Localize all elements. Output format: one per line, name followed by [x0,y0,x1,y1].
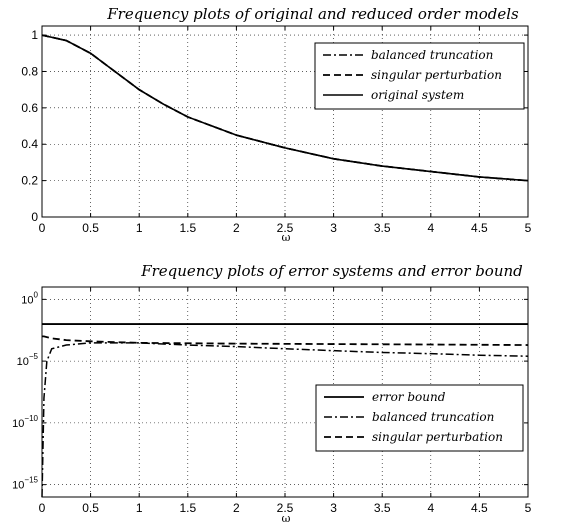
y-tick-label: 0 [31,210,38,224]
x-tick-label: 4.5 [471,501,488,515]
x-tick-label: 2 [233,221,240,235]
chart-top-legend: balanced truncation singular perturbation… [314,42,525,110]
chart-bottom-series [41,323,529,498]
x-tick-label: 1.5 [179,221,196,235]
x-tick-label: 5 [525,221,532,235]
chart-top: Frequency plots of original and reduced … [21,5,531,244]
x-tick-label: 5 [525,501,532,515]
chart-bottom: Frequency plots of error systems and err… [12,262,531,525]
x-tick-label: 1.5 [179,501,196,515]
x-tick-label: 2.5 [277,221,294,235]
legend-label: singular perturbation [372,430,503,444]
x-tick-label: 0.5 [82,501,99,515]
legend-label: balanced truncation [371,48,493,62]
legend-box [315,384,524,452]
legend-label: error bound [372,390,446,404]
x-tick-label: 4.5 [471,221,488,235]
series-line-balanced-truncation [41,342,529,498]
y-tick-label: 0.8 [21,64,38,78]
x-tick-label: 4 [427,501,434,515]
y-tick-label: 10−15 [12,476,38,492]
legend-label: balanced truncation [372,410,494,424]
x-tick-label: 4 [427,221,434,235]
y-tick-label: 0.2 [21,174,38,188]
y-tick-label: 0.6 [21,101,38,115]
x-tick-label: 2 [233,501,240,515]
x-tick-label: 0 [39,501,46,515]
y-tick-label: 1 [31,28,38,42]
chart-top-xlabel: ω [282,231,291,244]
x-tick-label: 2.5 [277,501,294,515]
chart-bottom-ticks: 0 0.5 1 1.5 2 2.5 3 3.5 4 4.5 5 10−15 10−10 10−5 100 [12,287,532,515]
x-tick-label: 1 [136,501,143,515]
series-line-original-system [41,34,529,182]
y-tick-label: 100 [21,290,38,306]
y-tick-label: 10−10 [12,414,38,430]
chart-top-ticks: 0 0.5 1 1.5 2 2.5 3 3.5 4 4.5 5 0 0.2 0.4 0.6 0.8 1 [21,26,532,235]
x-tick-label: 3.5 [374,501,391,515]
legend-label: original system [371,88,464,102]
y-tick-label: 10−5 [17,352,39,368]
chart-top-series [41,34,529,182]
legend-box [314,42,525,110]
y-tick-label: 0.4 [21,137,38,151]
x-tick-label: 3.5 [374,221,391,235]
chart-bottom-title: Frequency plots of error systems and err… [140,262,523,280]
x-tick-label: 0.5 [82,221,99,235]
legend-label: singular perturbation [371,68,502,82]
chart-top-title: Frequency plots of original and reduced … [106,5,519,23]
series-line-singular-perturbation [42,335,529,346]
x-tick-label: 1 [136,221,143,235]
chart-bottom-xlabel: ω [282,512,291,525]
x-tick-label: 3 [330,221,337,235]
chart-bottom-legend: error bound balanced truncation singular p… [315,384,524,452]
x-tick-label: 0 [39,221,46,235]
x-tick-label: 3 [330,501,337,515]
